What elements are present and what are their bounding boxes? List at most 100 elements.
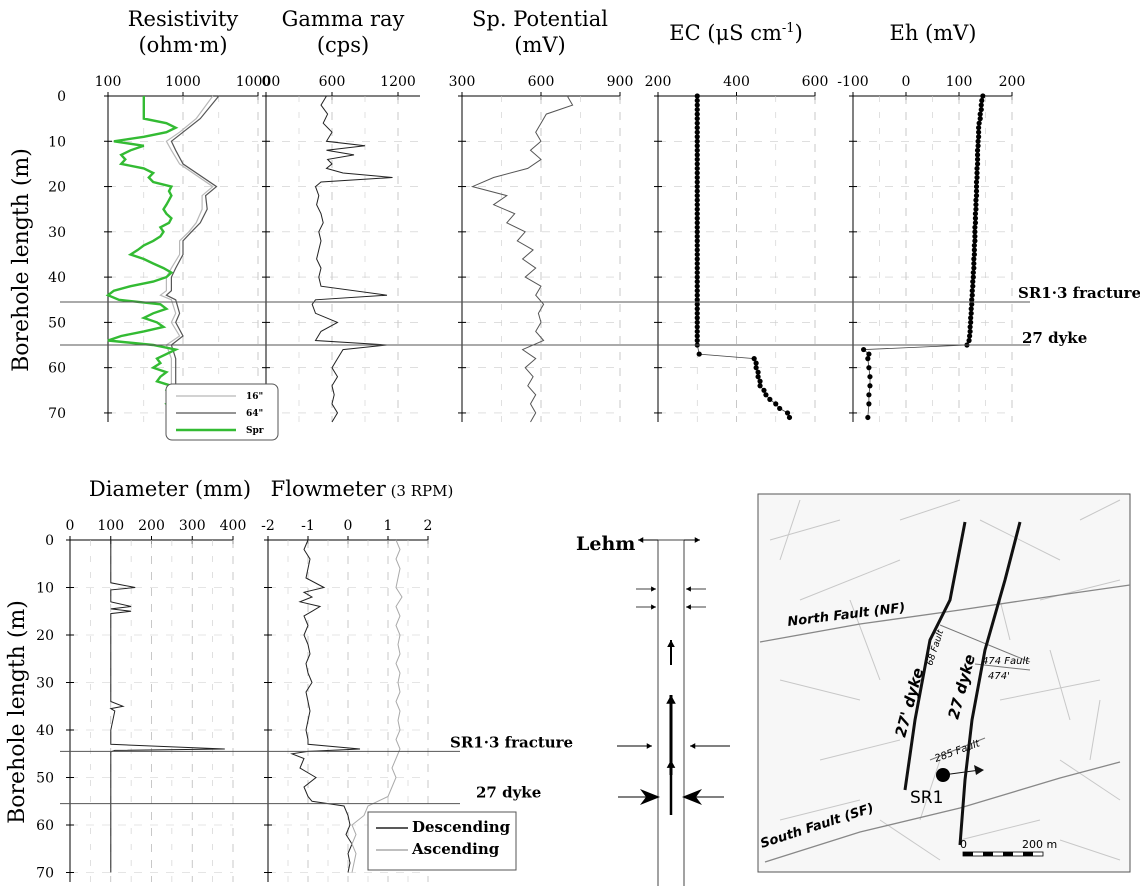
data-point-eh — [968, 310, 974, 316]
legend-label: 16" — [246, 392, 263, 402]
series-line-diameter — [109, 540, 225, 873]
chart-title-ec-sup: -1 — [782, 21, 795, 36]
arrow-up-large-head — [666, 695, 676, 704]
data-point-eh — [971, 242, 977, 249]
chart-title-resistivity: Resistivity — [128, 7, 239, 31]
data-point-eh — [866, 365, 872, 371]
data-point-eh — [969, 297, 975, 303]
data-point-ec — [755, 369, 761, 375]
data-point-ec — [694, 116, 700, 122]
legend-box — [367, 811, 517, 871]
data-point-eh — [972, 238, 978, 244]
chart-title-gamma: Gamma ray — [282, 7, 405, 31]
fault-474-line — [974, 663, 1031, 671]
series-line-gamma — [311, 95, 393, 423]
data-point-ec — [694, 229, 700, 235]
chart-title-ec: EC (μS cm-1) — [669, 21, 803, 45]
data-point-eh — [867, 374, 873, 380]
data-point-ec — [694, 301, 700, 307]
marker-label: SR1·3 fracture — [1018, 284, 1140, 302]
lineament — [1039, 579, 1121, 601]
lineament — [1089, 699, 1101, 761]
lineament — [979, 519, 1061, 561]
data-point-ec — [694, 242, 700, 249]
lineament — [1049, 649, 1071, 721]
lineament — [879, 819, 941, 861]
data-point-eh — [972, 229, 978, 235]
data-point-ec — [694, 147, 700, 153]
chart-title-ec-main: EC (μS cm — [669, 21, 782, 45]
legend-label: Spr — [246, 426, 264, 436]
data-point-ec — [694, 152, 700, 158]
chart-title-flowmeter-rpm: (3 RPM) — [386, 482, 454, 500]
data-point-ec — [694, 260, 700, 267]
data-point-eh — [974, 161, 981, 167]
data-point-ec — [694, 111, 700, 117]
lineament — [899, 499, 961, 521]
data-point-ec — [694, 170, 700, 176]
y-tick-label: 50 — [48, 315, 66, 331]
chart-title-gamma-unit: (cps) — [317, 33, 369, 57]
fault-474p-label: 474' — [988, 671, 1010, 682]
lineament — [1079, 499, 1121, 521]
flow-schematic: Lehm — [576, 533, 730, 886]
data-point-ec — [694, 306, 700, 312]
data-point-eh — [968, 319, 974, 325]
series-line-sp — [470, 95, 574, 423]
arrow-in-right-10-head — [686, 586, 691, 592]
data-point-ec — [694, 174, 700, 181]
data-point-ec — [694, 129, 700, 135]
data-point-eh — [978, 106, 984, 113]
data-point-ec — [694, 292, 700, 298]
legend-box — [165, 383, 279, 441]
x-tick-label: 0 — [902, 74, 911, 90]
data-point-ec — [694, 156, 700, 162]
data-point-eh — [980, 93, 986, 99]
data-point-eh — [976, 129, 982, 135]
data-point-eh — [968, 315, 974, 321]
data-point-ec — [694, 120, 700, 126]
x-tick-label: 1200 — [380, 74, 416, 90]
data-point-ec — [694, 319, 700, 325]
fault-68-line — [939, 624, 1031, 663]
data-point-eh — [866, 392, 872, 398]
data-point-ec — [694, 106, 700, 113]
chart-title-flowmeter: Flowmeter (3 RPM) — [271, 477, 454, 501]
data-point-eh — [970, 279, 976, 285]
y-tick-label: 50 — [36, 771, 54, 787]
data-point-eh — [971, 251, 977, 258]
x-tick-label: -100 — [837, 74, 868, 90]
chart-title-eh: Eh (mV) — [890, 21, 977, 45]
lineament — [849, 599, 881, 681]
borehole-marker — [936, 768, 950, 782]
x-tick-label: 600 — [802, 74, 829, 90]
data-point-eh — [976, 134, 982, 140]
fault-474-label: 474 Fault — [982, 656, 1030, 667]
data-point-eh — [973, 197, 979, 203]
data-point-eh — [972, 233, 978, 239]
legend-label: Ascending — [411, 840, 500, 858]
data-point-eh — [971, 260, 977, 267]
data-point-ec — [694, 251, 700, 258]
scale-label-200: 200 m — [1022, 838, 1057, 851]
x-tick-label: 0 — [66, 518, 75, 534]
lineament — [799, 559, 901, 601]
data-point-ec — [694, 138, 700, 144]
data-point-ec — [694, 102, 700, 108]
series-line-resistivity-1 — [165, 95, 220, 423]
data-point-eh — [973, 206, 979, 212]
data-point-ec — [757, 378, 763, 384]
data-point-ec — [694, 224, 700, 230]
x-tick-label: 400 — [723, 74, 750, 90]
data-point-eh — [970, 283, 976, 289]
south-fault-line — [764, 761, 1121, 863]
y-tick-label: 10 — [36, 581, 54, 597]
data-point-eh — [866, 351, 872, 357]
data-point-eh — [975, 143, 981, 149]
lineament — [779, 799, 861, 821]
lineament — [1059, 759, 1121, 801]
dyke-27-line — [958, 521, 1022, 846]
x-tick-label: -1 — [301, 518, 315, 534]
x-tick-label: 300 — [179, 518, 206, 534]
